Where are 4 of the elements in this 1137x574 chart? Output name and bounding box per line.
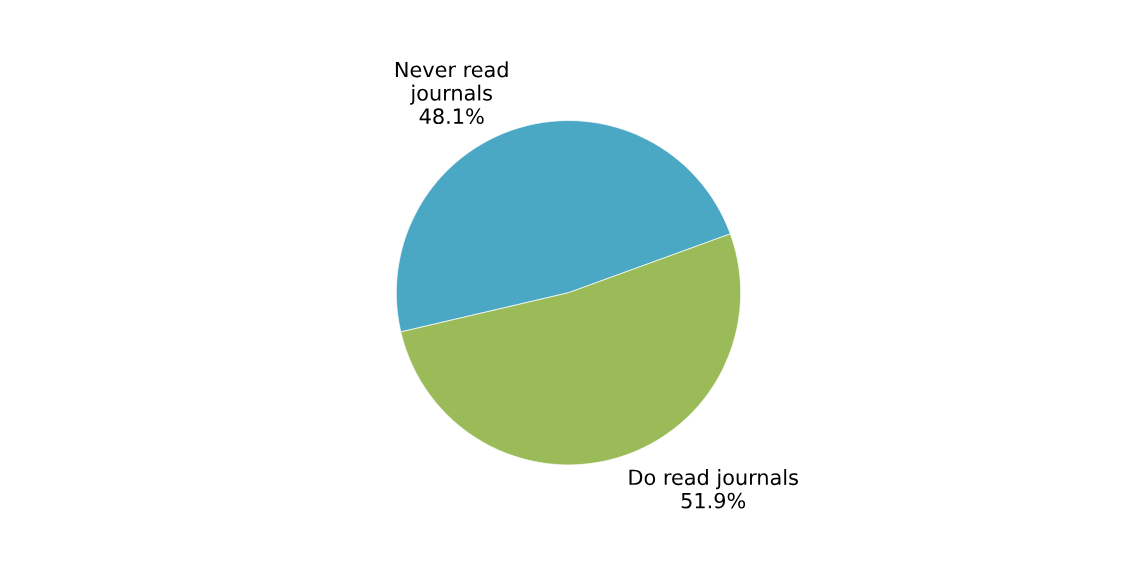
slice-label: Do read journals bbox=[629, 469, 798, 490]
data-label: 51.9% bbox=[681, 492, 746, 509]
slice-label: Never read journals bbox=[395, 61, 508, 105]
data-label: 48.1% bbox=[419, 108, 484, 125]
